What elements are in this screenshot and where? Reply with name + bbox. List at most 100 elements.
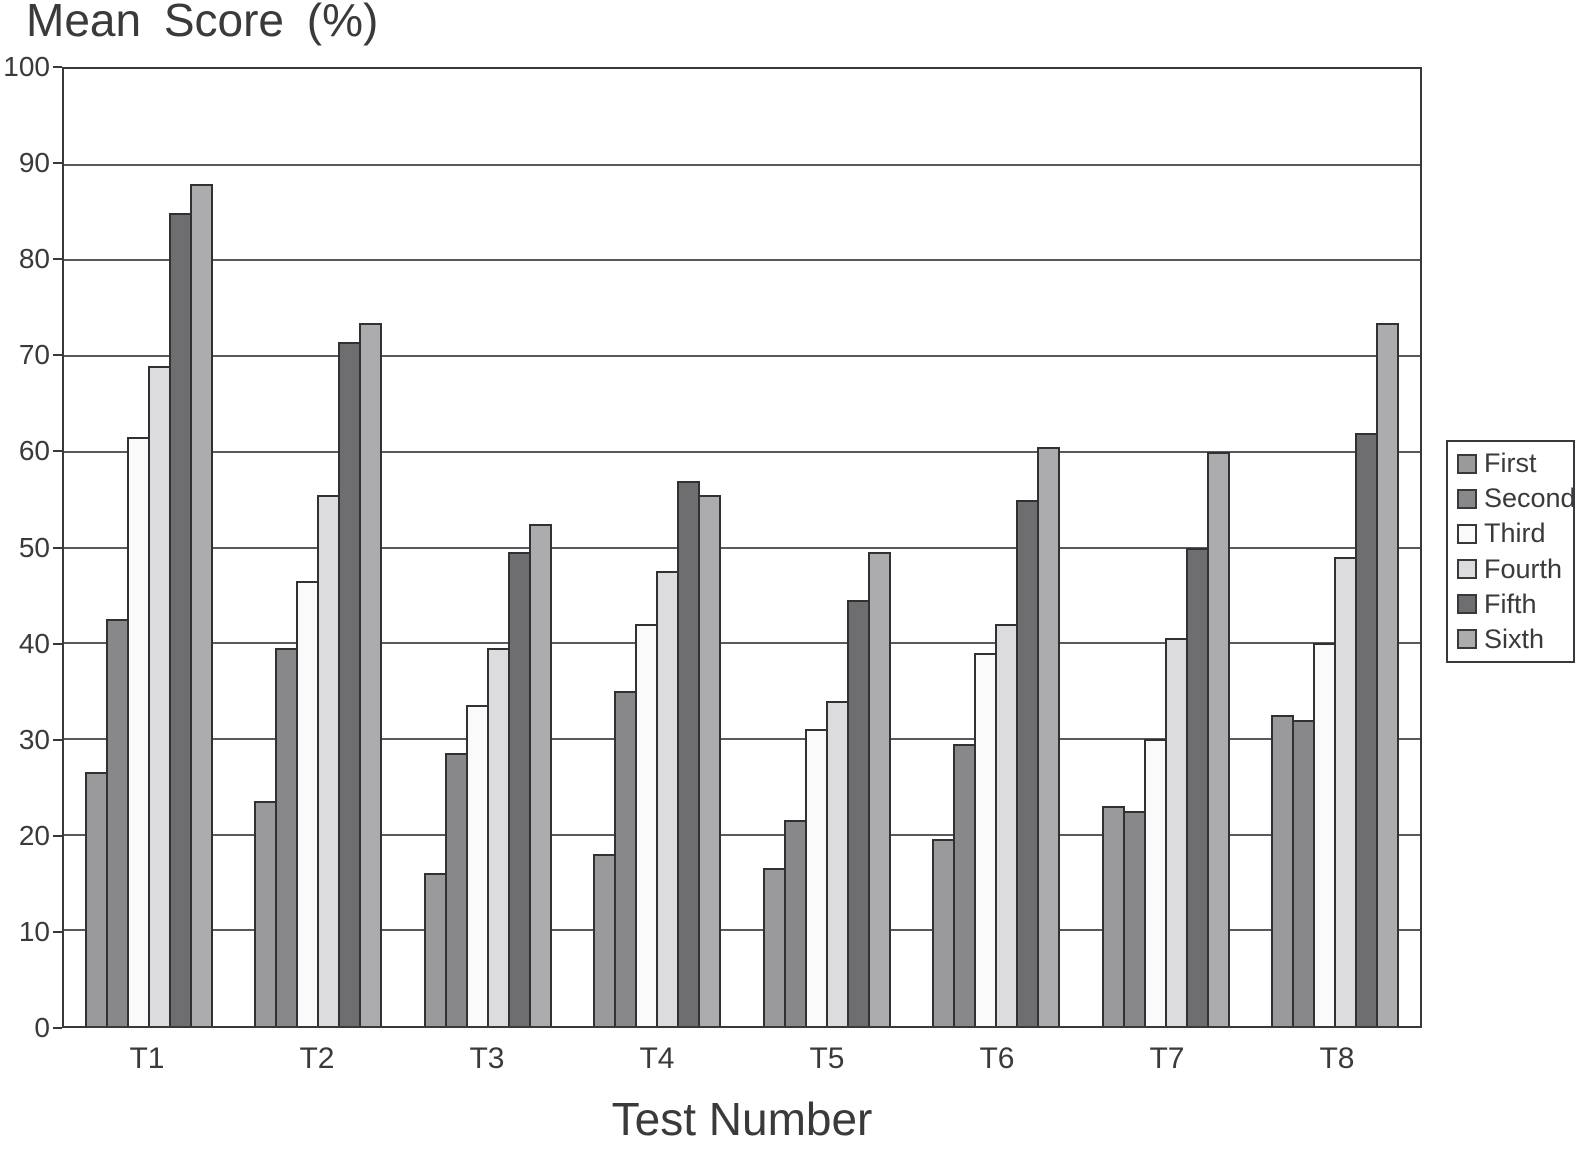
bar-T6-third xyxy=(974,652,998,1026)
bar-T2-third xyxy=(296,581,320,1026)
gridline-90 xyxy=(64,163,1420,166)
gridline-50 xyxy=(64,546,1420,549)
bar-T4-fourth xyxy=(656,571,680,1026)
bar-T6-second xyxy=(953,743,977,1026)
y-axis-tick-70 xyxy=(53,354,62,357)
bar-T5-first xyxy=(762,868,786,1026)
bar-T8-sixth xyxy=(1376,322,1400,1026)
bar-T7-second xyxy=(1122,810,1146,1026)
bar-T3-fifth xyxy=(507,552,531,1026)
category-group-T8 xyxy=(1251,69,1421,1026)
bar-T8-third xyxy=(1313,643,1337,1026)
legend-item-fifth: Fifth xyxy=(1457,590,1571,618)
legend-item-fourth: Fourth xyxy=(1457,553,1571,584)
x-axis-labels: T1 T2 T3 T4 T5 T6 T7 T8 xyxy=(62,1042,1422,1076)
category-group-T1 xyxy=(64,69,234,1026)
bar-T2-second xyxy=(275,648,299,1026)
bar-T4-second xyxy=(614,691,638,1026)
y-axis-ticks xyxy=(53,66,62,1029)
legend-label-sixth: Sixth xyxy=(1484,623,1545,654)
legend-box: First Second Third Fourth Fifth Sixth xyxy=(1446,440,1576,663)
bar-T2-first xyxy=(254,801,278,1026)
bar-T8-fifth xyxy=(1355,432,1379,1026)
y-axis-label-30: 30 xyxy=(18,723,50,755)
y-axis-tick-50 xyxy=(53,546,62,549)
category-group-T3 xyxy=(403,69,573,1026)
bar-T4-third xyxy=(635,624,659,1026)
y-axis-label-90: 90 xyxy=(18,147,50,179)
category-group-T6 xyxy=(912,69,1082,1026)
bar-T5-fourth xyxy=(825,700,849,1026)
y-axis-tick-30 xyxy=(53,738,62,741)
bar-T2-fifth xyxy=(338,341,362,1026)
bar-T7-sixth xyxy=(1206,451,1230,1026)
y-axis-tick-90 xyxy=(53,162,62,165)
y-axis-labels: 0 10 20 30 40 50 60 70 80 90 100 xyxy=(0,53,50,1042)
legend-item-second: Second xyxy=(1457,485,1576,512)
bar-T1-sixth xyxy=(189,183,213,1026)
bar-T5-second xyxy=(783,820,807,1026)
x-axis-label-T1: T1 xyxy=(129,1042,165,1075)
y-axis-tick-80 xyxy=(53,258,62,261)
y-axis-tick-10 xyxy=(53,930,62,933)
legend-item-third: Third xyxy=(1457,520,1571,547)
y-axis-label-40: 40 xyxy=(18,627,50,659)
legend-label-fourth: Fourth xyxy=(1484,553,1563,584)
y-axis-label-10: 10 xyxy=(18,915,50,947)
gridline-70 xyxy=(64,355,1420,358)
bar-T1-first xyxy=(84,772,108,1026)
x-axis-label-T6: T6 xyxy=(979,1042,1015,1075)
chart-title: Mean Score (%) xyxy=(26,0,379,46)
x-axis-label-T2: T2 xyxy=(299,1042,335,1075)
bar-T6-fourth xyxy=(995,624,1019,1026)
bar-T5-fifth xyxy=(846,600,870,1026)
bar-T3-second xyxy=(444,753,468,1026)
bar-T6-first xyxy=(932,839,956,1026)
bar-T2-sixth xyxy=(359,322,383,1026)
legend-swatch-fourth xyxy=(1457,559,1477,580)
gridline-40 xyxy=(64,642,1420,645)
legend-swatch-third xyxy=(1457,523,1477,544)
legend-swatch-second xyxy=(1457,488,1477,509)
bar-T4-fifth xyxy=(677,480,701,1026)
y-axis-label-100: 100 xyxy=(3,51,50,82)
x-axis-label-T8: T8 xyxy=(1319,1042,1355,1075)
legend-swatch-fifth xyxy=(1457,594,1477,615)
y-axis-tick-100 xyxy=(53,66,62,68)
gridlines xyxy=(64,69,1420,1026)
y-axis-tick-0 xyxy=(53,1027,62,1029)
bar-T7-third xyxy=(1143,738,1167,1026)
legend-item-first: First xyxy=(1457,450,1571,477)
y-axis-label-20: 20 xyxy=(18,819,50,851)
bar-T3-sixth xyxy=(528,523,552,1026)
gridline-20 xyxy=(64,833,1420,836)
bar-T1-fifth xyxy=(168,212,192,1026)
y-axis-tick-60 xyxy=(53,450,62,453)
x-axis-label-T3: T3 xyxy=(469,1042,505,1075)
bar-T4-sixth xyxy=(698,494,722,1026)
y-axis-tick-40 xyxy=(53,642,62,645)
bar-T5-sixth xyxy=(867,552,891,1026)
bar-T7-first xyxy=(1101,805,1125,1026)
category-group-T5 xyxy=(742,69,912,1026)
y-axis-label-80: 80 xyxy=(18,243,50,275)
legend-label-first: First xyxy=(1484,448,1537,479)
y-axis-label-60: 60 xyxy=(18,435,50,467)
x-axis-label-T4: T4 xyxy=(639,1042,675,1075)
gridline-10 xyxy=(64,929,1420,932)
x-axis-label-T7: T7 xyxy=(1149,1042,1185,1075)
legend-label-second: Second xyxy=(1484,483,1576,514)
bar-T3-first xyxy=(423,872,447,1026)
legend-item-sixth: Sixth xyxy=(1457,623,1571,654)
bar-T8-first xyxy=(1271,714,1295,1026)
bar-T7-fourth xyxy=(1164,638,1188,1026)
bar-T8-second xyxy=(1292,719,1316,1026)
gridline-60 xyxy=(64,450,1420,453)
bar-T7-fifth xyxy=(1185,547,1209,1026)
plot-area xyxy=(62,67,1422,1028)
bar-T5-third xyxy=(804,729,828,1026)
y-axis-label-0: 0 xyxy=(34,1012,50,1043)
bar-T1-third xyxy=(126,437,150,1026)
bar-T6-sixth xyxy=(1037,447,1061,1026)
